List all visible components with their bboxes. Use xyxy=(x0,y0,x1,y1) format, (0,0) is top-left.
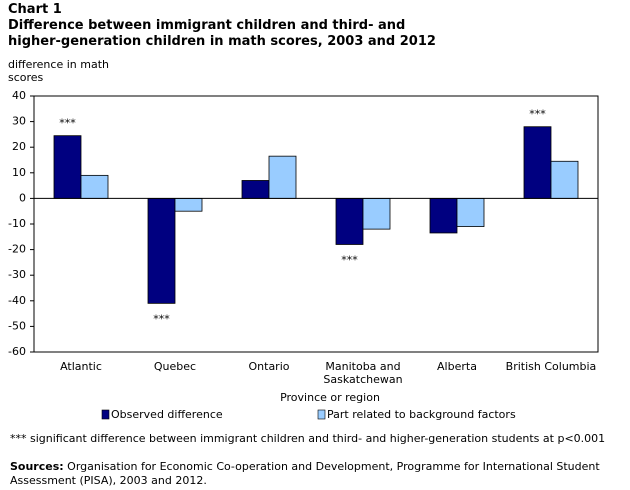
y-tick-label: -60 xyxy=(8,345,26,358)
bar xyxy=(174,197,203,212)
legend-swatch xyxy=(317,409,326,420)
y-tick-label: 0 xyxy=(19,191,26,204)
chart-title: higher-generation children in math score… xyxy=(8,34,436,49)
bar xyxy=(550,160,579,199)
significance-marker: *** xyxy=(341,253,358,266)
bar xyxy=(362,197,391,230)
y-tick-label: 30 xyxy=(12,115,26,128)
y-tick-label: -50 xyxy=(8,319,26,332)
x-tick-label: Manitoba and Saskatchewan xyxy=(323,360,403,386)
bar xyxy=(268,155,297,199)
bar xyxy=(147,197,176,304)
y-tick-label: 10 xyxy=(12,166,26,179)
bar xyxy=(456,197,485,227)
bar xyxy=(335,197,364,245)
y-tick-label: -30 xyxy=(8,268,26,281)
x-tick-label: Alberta xyxy=(437,360,477,373)
y-axis-label: difference in math scores xyxy=(8,58,109,84)
bar xyxy=(241,180,270,199)
x-axis-label: Province or region xyxy=(280,391,380,404)
significance-marker: *** xyxy=(529,108,546,121)
chart-label: Chart 1 xyxy=(8,2,62,17)
note: *** significant difference between immig… xyxy=(10,432,606,445)
y-tick-label: -10 xyxy=(8,217,26,230)
y-tick-label: 40 xyxy=(12,89,26,102)
bar xyxy=(429,197,458,234)
sources: Sources: Organisation for Economic Co-op… xyxy=(10,460,620,488)
y-tick-label: -40 xyxy=(8,294,26,307)
x-tick-label: Quebec xyxy=(153,360,197,373)
x-tick-label: British Columbia xyxy=(505,360,597,373)
sources-text: Organisation for Economic Co-operation a… xyxy=(10,460,600,487)
y-tick-label: -20 xyxy=(8,243,26,256)
bar xyxy=(53,135,82,199)
legend-swatch xyxy=(101,409,110,420)
x-tick-label: Atlantic xyxy=(60,360,102,373)
sources-label: Sources: xyxy=(10,460,64,473)
legend-label: Observed difference xyxy=(111,408,223,421)
bar xyxy=(80,174,109,199)
plot-frame xyxy=(33,95,599,353)
significance-marker: *** xyxy=(153,312,170,325)
legend-label: Part related to background factors xyxy=(327,408,516,421)
significance-marker: *** xyxy=(59,117,76,130)
x-tick-label: Ontario xyxy=(248,360,290,373)
chart-title: Difference between immigrant children an… xyxy=(8,18,406,33)
bar xyxy=(523,126,552,199)
y-tick-label: 20 xyxy=(12,140,26,153)
